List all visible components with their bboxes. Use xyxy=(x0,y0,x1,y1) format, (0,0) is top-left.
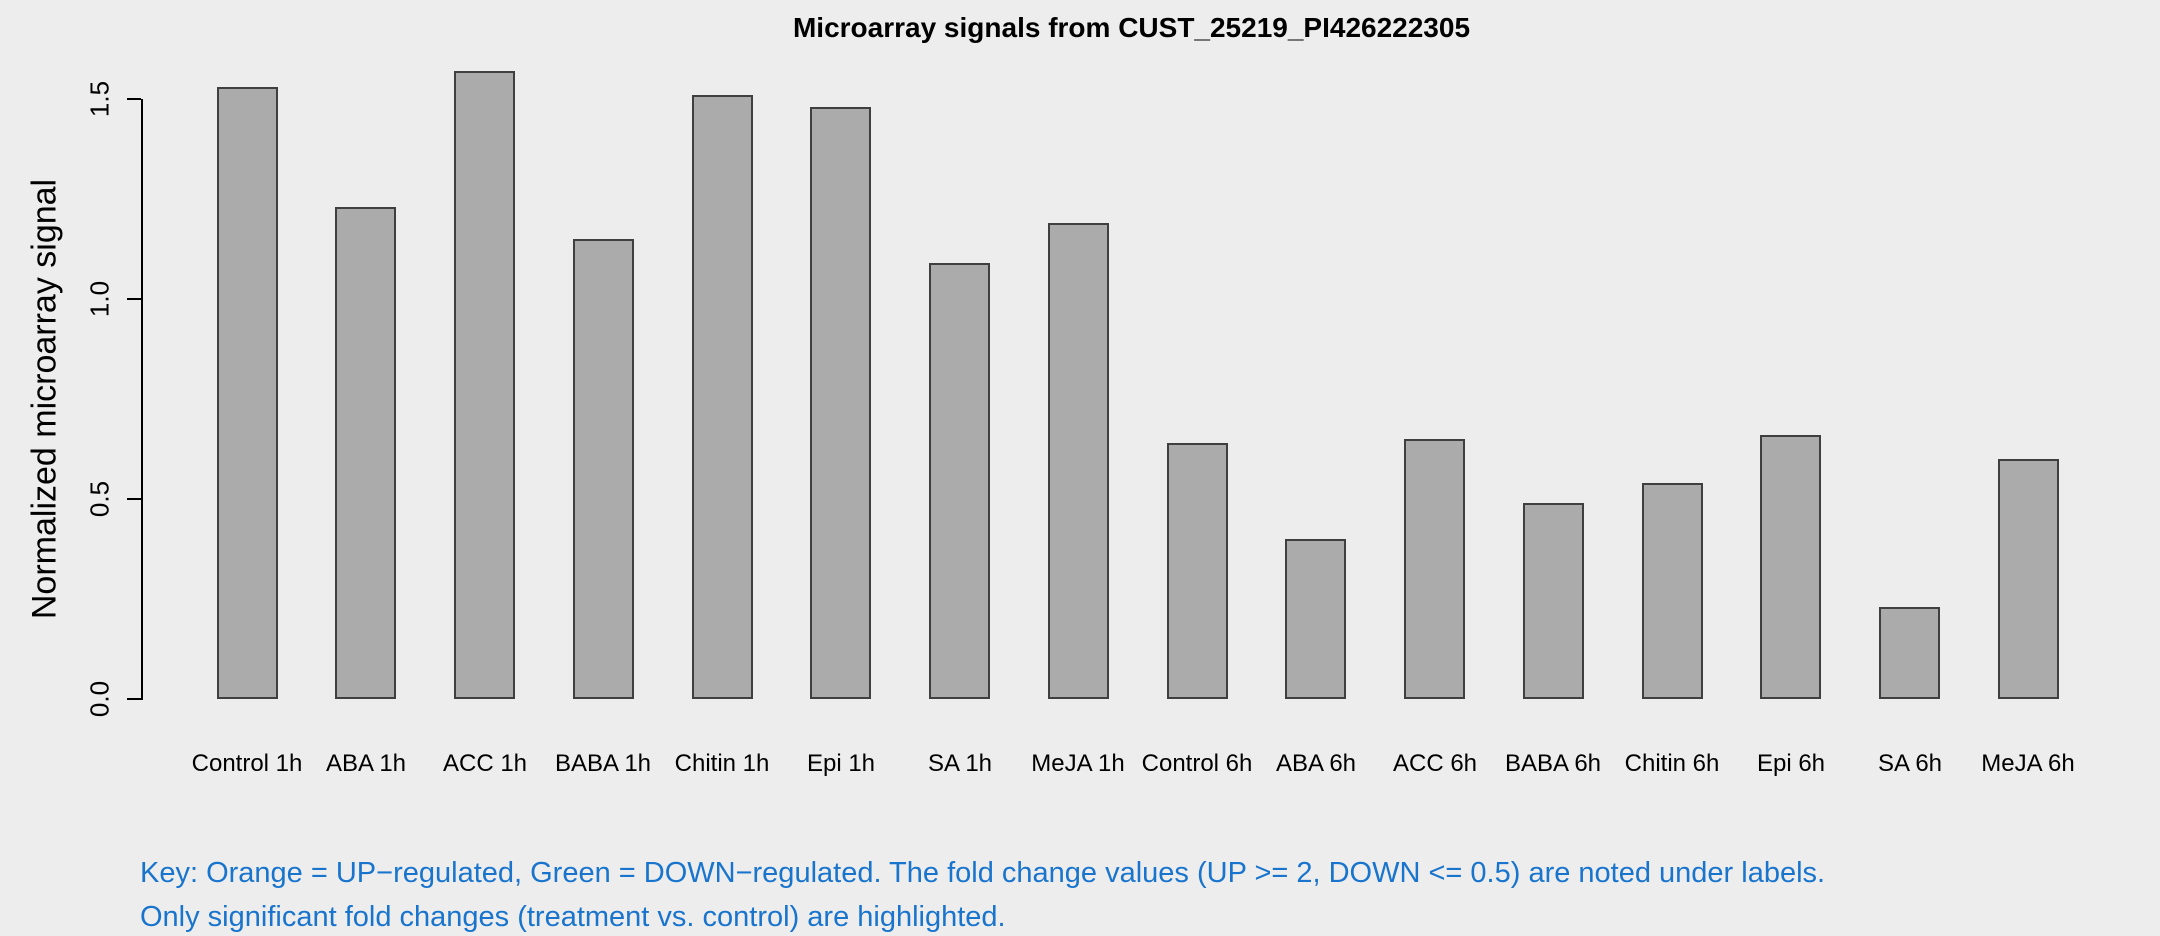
bar-sa-1h xyxy=(929,263,990,699)
y-tick-label: 0.5 xyxy=(84,480,115,518)
x-tick-label: Chitin 6h xyxy=(1624,750,1720,777)
y-axis-tick xyxy=(127,698,141,700)
x-tick-label: ABA 1h xyxy=(325,750,407,777)
chart-title: Microarray signals from CUST_25219_PI426… xyxy=(792,12,1471,43)
y-tick-label: 1.5 xyxy=(84,80,115,118)
bar-control-1h xyxy=(217,87,278,699)
x-tick-label: BABA 6h xyxy=(1504,750,1602,777)
bar-chitin-6h xyxy=(1642,483,1703,699)
bar-acc-6h xyxy=(1404,439,1465,699)
y-axis-tick xyxy=(127,98,141,100)
bar-sa-6h xyxy=(1879,607,1940,699)
x-tick-label: ABA 6h xyxy=(1275,750,1357,777)
y-axis-line xyxy=(141,99,143,700)
bar-meja-6h xyxy=(1998,459,2059,699)
x-tick-label: MeJA 1h xyxy=(1031,750,1125,777)
x-tick-label: SA 1h xyxy=(927,750,993,777)
x-tick-label: Epi 1h xyxy=(806,750,876,777)
bar-baba-6h xyxy=(1523,503,1584,699)
bar-epi-1h xyxy=(810,107,871,699)
x-tick-label: MeJA 6h xyxy=(1981,750,2075,777)
bar-epi-6h xyxy=(1760,435,1821,699)
y-axis-label: Normalized microarray signal xyxy=(25,178,64,620)
x-tick-label: ACC 6h xyxy=(1392,750,1478,777)
x-tick-label: Epi 6h xyxy=(1756,750,1826,777)
x-tick-label: Control 6h xyxy=(1141,750,1253,777)
bar-baba-1h xyxy=(573,239,634,699)
key-note-line-1: Key: Orange = UP−regulated, Green = DOWN… xyxy=(140,857,1826,889)
bar-control-6h xyxy=(1167,443,1228,699)
x-tick-label: Chitin 1h xyxy=(674,750,770,777)
bar-aba-1h xyxy=(335,207,396,699)
y-axis-tick xyxy=(127,298,141,300)
x-tick-label: ACC 1h xyxy=(442,750,528,777)
bar-chitin-1h xyxy=(692,95,753,699)
y-tick-label: 0.0 xyxy=(84,680,115,718)
x-tick-label: SA 6h xyxy=(1877,750,1943,777)
x-tick-label: Control 1h xyxy=(191,750,303,777)
bar-aba-6h xyxy=(1285,539,1346,699)
bar-acc-1h xyxy=(454,71,515,699)
y-tick-label: 1.0 xyxy=(84,280,115,318)
key-note-line-2: Only significant fold changes (treatment… xyxy=(140,901,1006,933)
bar-meja-1h xyxy=(1048,223,1109,699)
x-tick-label: BABA 1h xyxy=(554,750,652,777)
y-axis-tick xyxy=(127,498,141,500)
